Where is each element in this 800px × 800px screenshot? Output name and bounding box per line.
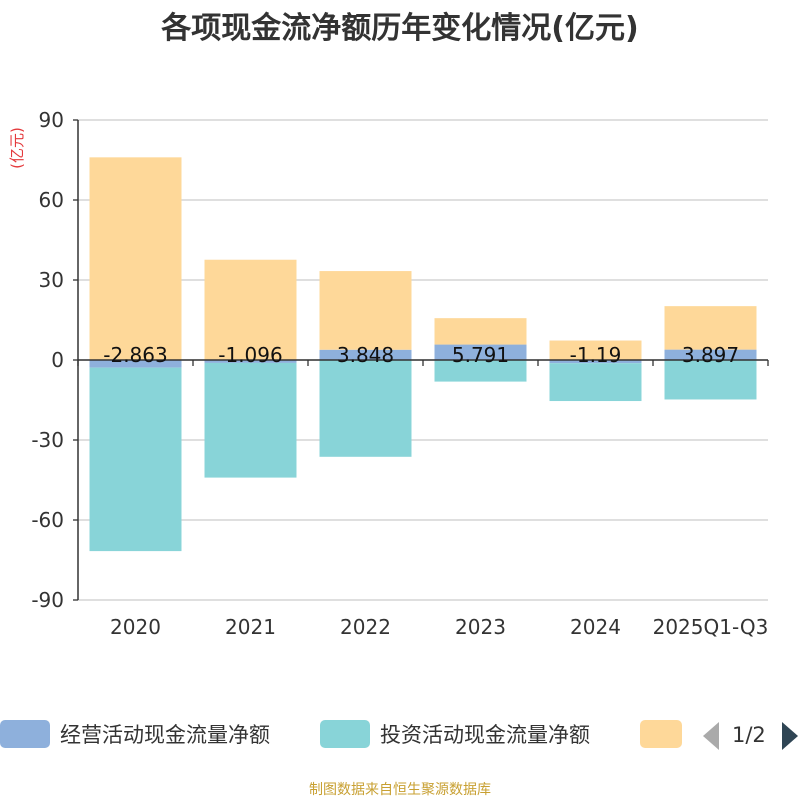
data-label-operating: -1.096 xyxy=(218,343,282,367)
axes: 90 60 30 0 -30 -60 -90 2020 2021 2022 2023 2024 2025… xyxy=(31,108,769,639)
bar-financing-2022[interactable] xyxy=(319,271,412,350)
bar-investing-2023[interactable] xyxy=(434,360,527,382)
legend-swatch-operating[interactable] xyxy=(0,720,50,748)
data-labels: -2.863 -1.096 3.848 5.791 -1.19 3.897 xyxy=(103,343,739,367)
bar-operating-2022[interactable] xyxy=(319,349,412,360)
bar-operating-2025Q1-Q3[interactable] xyxy=(664,349,757,360)
data-label-operating: 5.791 xyxy=(452,343,509,367)
legend-label-investing[interactable]: 投资活动现金流量净额 xyxy=(380,723,590,747)
legend-swatch-investing[interactable] xyxy=(320,720,370,748)
y-tick-label: 60 xyxy=(39,188,64,212)
bar-operating-2023[interactable] xyxy=(434,344,527,360)
legend: 经营活动现金流量净额 投资活动现金流量净额 1/2 xyxy=(0,720,798,750)
source-note: 制图数据来自恒生聚源数据库 xyxy=(309,782,491,798)
bar-financing-2020[interactable] xyxy=(89,157,182,360)
x-tick-label: 2024 xyxy=(570,615,621,639)
legend-label-operating[interactable]: 经营活动现金流量净额 xyxy=(60,723,270,747)
data-label-operating: -1.19 xyxy=(570,343,622,367)
bar-financing-2021[interactable] xyxy=(204,259,297,360)
legend-swatch-financing[interactable] xyxy=(640,720,682,748)
y-tick-label: 30 xyxy=(39,268,64,292)
y-tick-label: -30 xyxy=(31,428,64,452)
bar-investing-2025Q1-Q3[interactable] xyxy=(664,360,757,400)
bar-operating-2024[interactable] xyxy=(549,360,642,364)
data-label-operating: 3.848 xyxy=(337,343,394,367)
bar-financing-2023[interactable] xyxy=(434,318,527,345)
bar-financing-2024[interactable] xyxy=(549,340,642,360)
data-label-operating: -2.863 xyxy=(103,343,167,367)
x-tick-label: 2023 xyxy=(455,615,506,639)
bar-operating-2020[interactable] xyxy=(89,360,182,368)
x-tick-label: 2025Q1-Q3 xyxy=(653,615,769,639)
y-axis-unit: (亿元) xyxy=(8,127,26,169)
y-tick-label: -60 xyxy=(31,508,64,532)
legend-page-indicator: 1/2 xyxy=(732,723,766,747)
bar-investing-2024[interactable] xyxy=(549,363,642,402)
bar-financing-2025Q1-Q3[interactable] xyxy=(664,306,757,350)
legend-next-page-icon[interactable] xyxy=(782,722,798,750)
x-tick-label: 2020 xyxy=(110,615,161,639)
y-tick-label: -90 xyxy=(31,588,64,612)
y-tick-label: 90 xyxy=(39,108,64,132)
x-tick-label: 2022 xyxy=(340,615,391,639)
bar-operating-2021[interactable] xyxy=(204,360,297,363)
bar-investing-2020[interactable] xyxy=(89,367,182,552)
x-tick-label: 2021 xyxy=(225,615,276,639)
bar-investing-2022[interactable] xyxy=(319,360,412,457)
data-label-operating: 3.897 xyxy=(682,343,739,367)
legend-prev-page-icon[interactable] xyxy=(703,722,719,750)
y-tick-label: 0 xyxy=(51,348,64,372)
bar-investing-2021[interactable] xyxy=(204,362,297,478)
bars xyxy=(89,157,757,552)
chart-title: 各项现金流净额历年变化情况(亿元) xyxy=(160,11,638,46)
